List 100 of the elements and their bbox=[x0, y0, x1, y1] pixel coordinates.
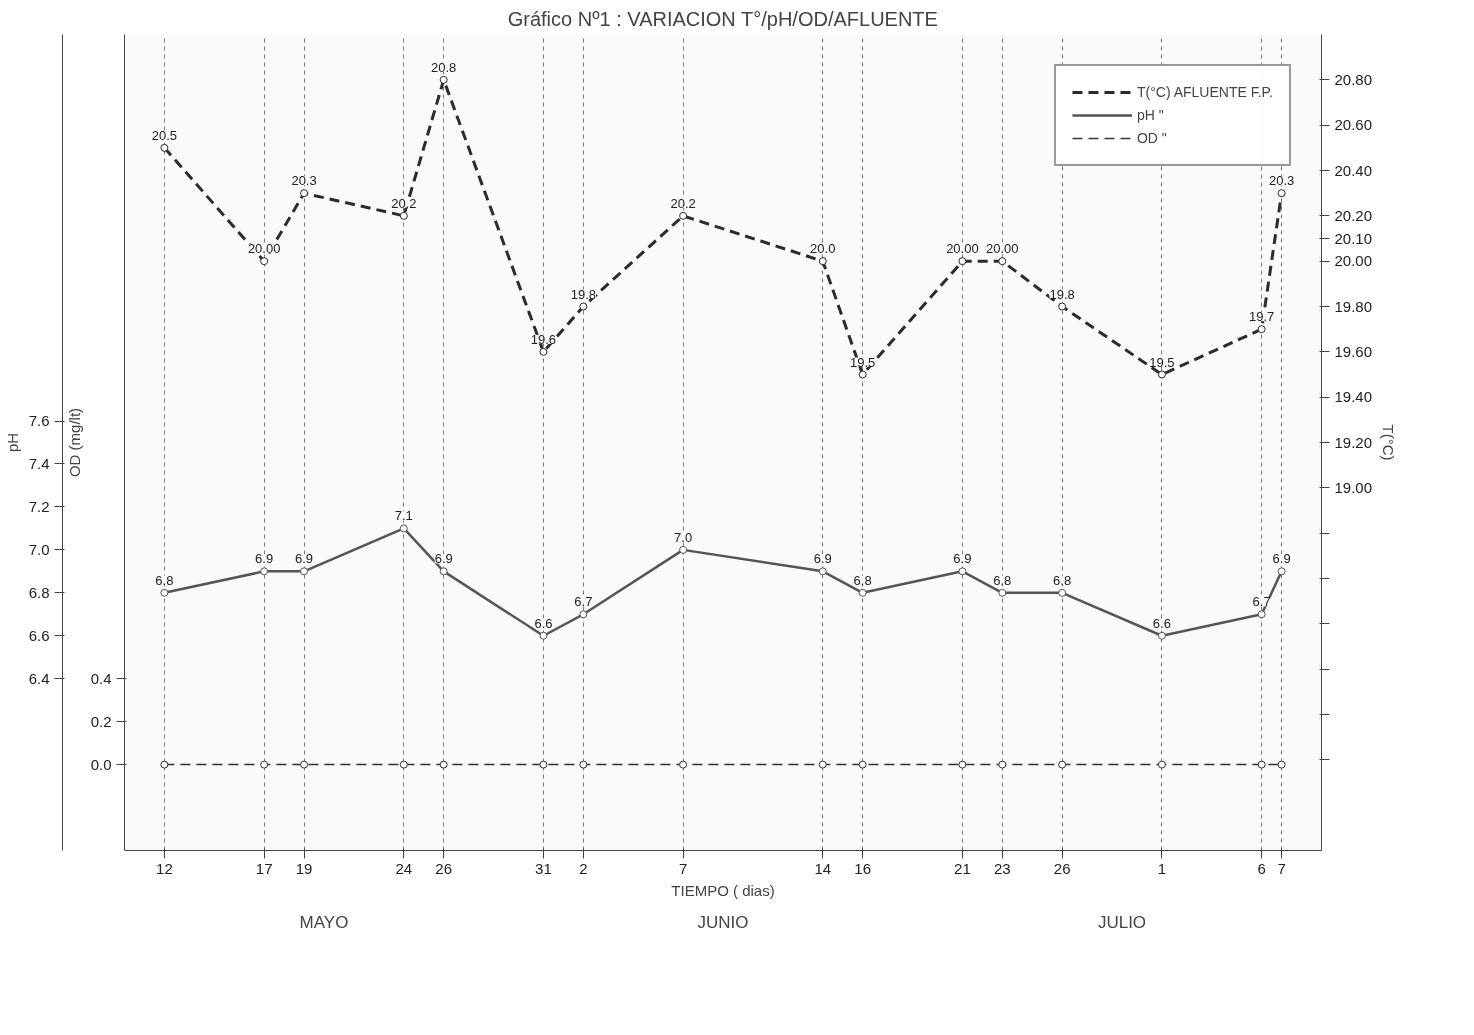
point bbox=[539, 347, 548, 356]
y2-tick-label: 20.00 bbox=[1334, 252, 1373, 270]
x-tick-label: 1 bbox=[1157, 859, 1167, 877]
x-tick-label: 19 bbox=[295, 859, 313, 877]
y-tick-label: 7.6 bbox=[28, 412, 50, 430]
chart-title: Gráfico Nº1 : VARIACION T°/pH/OD/AFLUENTE bbox=[507, 7, 938, 30]
data-label: 19.5 bbox=[850, 354, 876, 370]
data-label: 19.8 bbox=[1049, 286, 1075, 302]
data-label: 19.6 bbox=[530, 331, 557, 347]
point bbox=[998, 588, 1007, 597]
legend-label: T(°C) AFLUENTE F.P. bbox=[1136, 84, 1273, 100]
data-label: 6.9 bbox=[813, 551, 832, 567]
point bbox=[1058, 302, 1067, 311]
data-label: 7.1 bbox=[394, 508, 413, 524]
text: JULIO bbox=[1097, 912, 1147, 932]
y-axis-title: pH bbox=[3, 432, 21, 453]
data-label: 6.9 bbox=[1272, 551, 1291, 567]
point bbox=[1157, 631, 1166, 640]
point bbox=[300, 567, 309, 576]
x-tick-label: 14 bbox=[814, 859, 832, 877]
point bbox=[160, 143, 169, 152]
x-tick-label: 6 bbox=[1257, 859, 1266, 877]
point bbox=[399, 211, 408, 220]
data-label: 20.00 bbox=[946, 241, 979, 257]
data-label: 20.5 bbox=[151, 127, 178, 143]
y2-tick-label: 19.20 bbox=[1334, 433, 1373, 451]
point bbox=[160, 588, 169, 597]
y2-tick-label: 20.60 bbox=[1334, 116, 1373, 134]
x-tick-label: 2 bbox=[579, 859, 588, 877]
data-label: 6.8 bbox=[155, 572, 174, 588]
x-tick-label: 31 bbox=[535, 859, 552, 877]
point bbox=[539, 631, 548, 640]
text: MAYO bbox=[299, 912, 349, 932]
x-tick-label: 24 bbox=[395, 859, 413, 877]
data-label: 6.9 bbox=[295, 551, 314, 567]
point bbox=[579, 610, 588, 619]
point bbox=[858, 588, 867, 597]
data-label: 6.7 bbox=[574, 594, 593, 610]
point bbox=[1257, 325, 1266, 334]
point bbox=[958, 567, 967, 576]
point bbox=[818, 567, 827, 576]
y-tick-label: 6.8 bbox=[28, 583, 50, 601]
point bbox=[439, 567, 448, 576]
y-tick-label: 7.2 bbox=[28, 497, 50, 515]
point bbox=[858, 370, 867, 379]
data-label: 7.0 bbox=[674, 529, 693, 545]
point bbox=[260, 257, 269, 266]
data-label: 20.00 bbox=[247, 241, 281, 257]
y2-axis-title: T(°C) bbox=[1380, 424, 1398, 461]
point bbox=[1277, 567, 1286, 576]
point bbox=[1257, 610, 1266, 619]
y-tick-label: 6.6 bbox=[28, 626, 50, 644]
data-label: 6.9 bbox=[953, 551, 972, 567]
point bbox=[1277, 189, 1286, 198]
y2-tick-label: 20.40 bbox=[1334, 161, 1373, 179]
data-label: 6.8 bbox=[993, 572, 1012, 588]
data-label: 19.5 bbox=[1149, 354, 1175, 370]
point bbox=[1058, 588, 1067, 597]
legend-label: OD " bbox=[1136, 130, 1167, 146]
point bbox=[679, 545, 688, 554]
point bbox=[998, 257, 1007, 266]
data-label: 6.9 bbox=[255, 551, 274, 567]
y2-tick-label: 19.00 bbox=[1334, 478, 1373, 496]
x-axis-title: TIEMPO ( dias) bbox=[671, 881, 775, 899]
point bbox=[300, 189, 309, 198]
y3-tick-label: 0.2 bbox=[90, 712, 112, 730]
x-tick-label: 16 bbox=[854, 859, 871, 877]
data-label: 19.8 bbox=[570, 286, 597, 302]
point bbox=[679, 211, 688, 220]
x-tick-label: 21 bbox=[954, 859, 971, 877]
legend-label: pH " bbox=[1136, 107, 1164, 123]
point bbox=[399, 524, 408, 533]
data-label: 20.3 bbox=[1268, 173, 1295, 189]
y-tick-label: 6.4 bbox=[28, 669, 50, 687]
y-tick-label: 7.4 bbox=[28, 454, 50, 472]
y3-tick-label: 0.4 bbox=[90, 669, 112, 687]
y2-tick-label: 20.10 bbox=[1334, 229, 1373, 247]
text: JUNIO bbox=[697, 912, 749, 932]
data-label: 6.8 bbox=[1053, 572, 1072, 588]
y3-axis-title: OD (mg/lt) bbox=[65, 407, 83, 478]
data-label: 20.00 bbox=[986, 241, 1019, 257]
y2-tick-label: 19.60 bbox=[1334, 342, 1373, 360]
point bbox=[439, 75, 448, 84]
y2-tick-label: 20.80 bbox=[1334, 70, 1373, 88]
data-label: 20.3 bbox=[291, 173, 317, 189]
data-label: 6.6 bbox=[1152, 615, 1171, 631]
data-label: 6.7 bbox=[1252, 594, 1271, 610]
point bbox=[818, 257, 827, 266]
point bbox=[579, 302, 588, 311]
x-tick-label: 17 bbox=[255, 859, 273, 877]
x-tick-label: 23 bbox=[993, 859, 1011, 877]
point bbox=[260, 567, 269, 576]
data-label: 6.8 bbox=[853, 572, 872, 588]
y2-tick-label: 20.20 bbox=[1334, 206, 1373, 224]
x-tick-label: 26 bbox=[1053, 859, 1071, 877]
data-label: 6.9 bbox=[434, 551, 453, 567]
x-tick-label: 12 bbox=[156, 859, 173, 877]
y2-tick-label: 19.80 bbox=[1334, 297, 1373, 315]
y2-tick-label: 19.40 bbox=[1334, 388, 1373, 406]
data-label: 19.7 bbox=[1249, 309, 1275, 325]
